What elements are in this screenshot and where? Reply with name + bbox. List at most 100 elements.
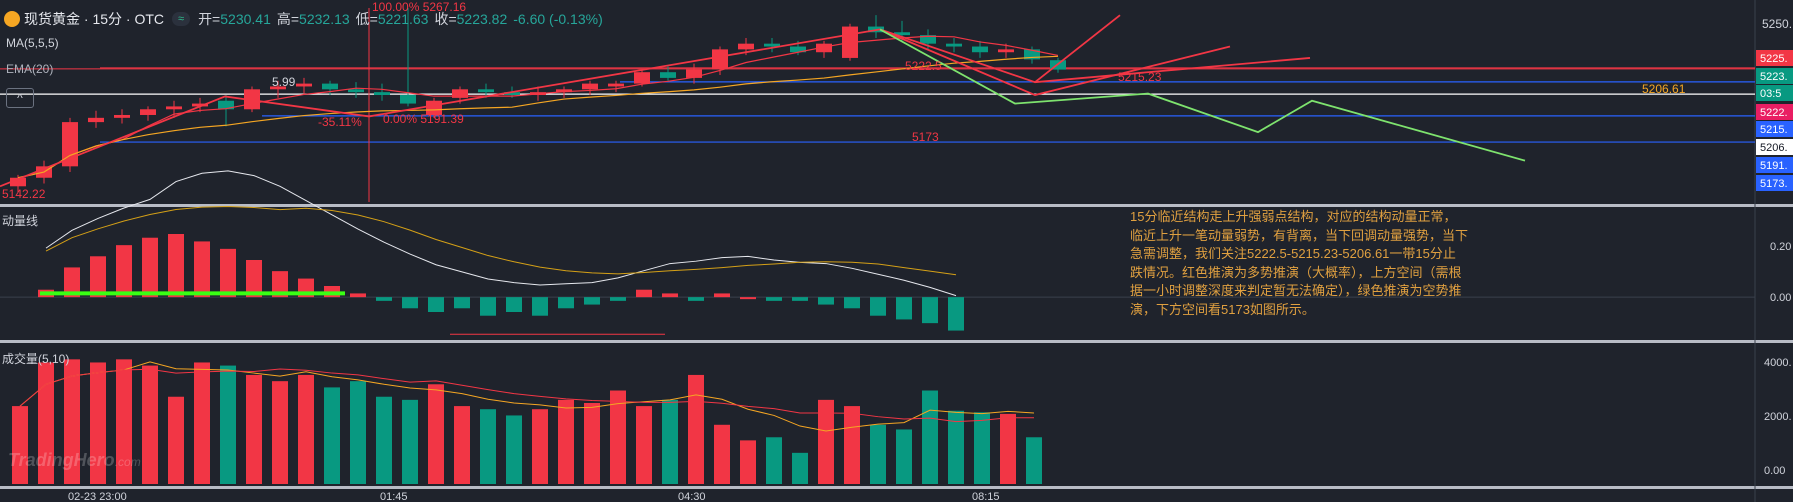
momentum-bar xyxy=(870,297,886,316)
momentum-bar xyxy=(116,245,132,298)
volume-bar xyxy=(740,440,756,484)
volume-bar xyxy=(38,362,54,484)
momentum-bar xyxy=(766,297,782,301)
volume-bar xyxy=(142,365,158,484)
candle-body xyxy=(816,43,832,53)
momentum-bar xyxy=(90,256,106,298)
volume-ma5-line xyxy=(19,361,1035,432)
price-axis-label: 5206. xyxy=(1760,142,1788,154)
change-value: -6.60 (-0.13%) xyxy=(513,11,603,27)
candle-body xyxy=(452,89,468,98)
momentum-bar xyxy=(792,297,808,301)
watermark-text: TradingHero xyxy=(8,450,115,470)
volume-bar xyxy=(454,406,470,484)
volume-bar xyxy=(688,374,704,484)
volume-bar xyxy=(246,374,262,484)
volume-bar xyxy=(532,409,548,484)
fib-left-label: -35.11% xyxy=(318,115,362,129)
momentum-bar xyxy=(246,260,262,298)
price-axis-label-bg xyxy=(1756,121,1793,137)
momentum-bar xyxy=(64,267,80,298)
momentum-bar xyxy=(558,297,574,309)
candle-body xyxy=(556,89,572,93)
candle-body xyxy=(998,49,1014,53)
bull-projection-line-3 xyxy=(1034,14,1121,83)
momentum-axis-tick: 0.20 xyxy=(1770,241,1791,253)
candle-body xyxy=(374,92,390,96)
symbol-title[interactable]: 现货黄金 · 15分 · OTC xyxy=(24,11,165,27)
candle-body xyxy=(634,72,650,84)
momentum-bar xyxy=(740,297,756,300)
candle-body xyxy=(88,117,104,123)
momentum-bar xyxy=(428,297,444,312)
momentum-bar xyxy=(454,297,470,309)
price-axis-label: 5222. xyxy=(1760,107,1788,119)
pane-separator xyxy=(0,204,1793,207)
price-axis-label: 5225. xyxy=(1760,53,1788,65)
candle-body xyxy=(296,83,312,87)
candle-body xyxy=(166,106,182,110)
volume-bar xyxy=(324,387,340,484)
candle-body xyxy=(764,43,780,47)
market-status-pill[interactable]: ≈ xyxy=(172,12,191,26)
fib-bottom-label: 0.00% 5191.39 xyxy=(383,112,464,126)
momentum-indicator-label[interactable]: 动量线 xyxy=(2,214,39,228)
volume-indicator-label[interactable]: 成交量(5,10) xyxy=(2,352,70,366)
momentum-bar xyxy=(142,237,158,298)
candle-body xyxy=(140,109,156,115)
candle-body xyxy=(478,89,494,93)
volume-bar xyxy=(662,399,678,484)
candle-body xyxy=(946,43,962,47)
volume-bar xyxy=(766,437,782,484)
structure-line xyxy=(0,28,881,188)
candle-body xyxy=(920,35,936,44)
candle-body xyxy=(322,83,338,90)
volume-bar xyxy=(636,406,652,484)
price-axis-label-bg xyxy=(1756,85,1793,101)
volume-bar xyxy=(272,381,288,484)
watermark-suffix: .com xyxy=(114,455,141,469)
price-axis-label-bg xyxy=(1756,50,1793,66)
volume-bar xyxy=(116,359,132,484)
volume-bar xyxy=(12,406,28,484)
close-label: 收= xyxy=(434,11,457,27)
candle-body xyxy=(114,114,130,118)
time-axis-label: 08:15 xyxy=(972,491,1000,502)
momentum-bar xyxy=(350,293,366,298)
fib-top-label: 100.00% 5267.16 xyxy=(372,0,466,14)
price-axis-label-bg xyxy=(1756,139,1793,155)
volume-bar xyxy=(90,362,106,484)
open-value: 5230.41 xyxy=(220,11,271,27)
volume-bar xyxy=(350,381,366,484)
low-price-label: 5142.22 xyxy=(2,187,46,201)
mid-price-label: 5.99 xyxy=(272,75,296,89)
volume-bar xyxy=(896,429,912,484)
candle-body xyxy=(400,95,416,104)
high-value: 5232.13 xyxy=(299,11,350,27)
volume-bar xyxy=(610,390,626,484)
candle-body xyxy=(582,83,598,90)
momentum-bar xyxy=(896,297,912,320)
chart-header: 现货黄金 · 15分 · OTC ≈ 开= 5230.41 高= 5232.13… xyxy=(0,8,603,30)
level-label-5222: 5222.5 xyxy=(905,59,942,73)
momentum-bar xyxy=(818,297,834,305)
volume-bar xyxy=(844,406,860,484)
candle-body xyxy=(712,49,728,70)
momentum-bar xyxy=(168,234,184,298)
ema-indicator-label[interactable]: EMA(20) xyxy=(6,62,54,76)
ma-indicator-label[interactable]: MA(5,5,5) xyxy=(6,36,59,50)
watermark: TradingHero.com xyxy=(8,450,141,471)
candle-body xyxy=(270,86,286,90)
volume-bar xyxy=(64,359,80,484)
level-label-5173: 5173 xyxy=(912,130,939,144)
momentum-bar xyxy=(532,297,548,316)
volume-bar xyxy=(818,399,834,484)
price-axis-label: 5173. xyxy=(1760,178,1788,190)
collapse-button[interactable]: ^ xyxy=(6,88,34,108)
gold-logo-icon xyxy=(4,11,20,27)
volume-axis-tick: 2000. xyxy=(1764,411,1792,423)
momentum-bar xyxy=(402,297,418,309)
volume-bar xyxy=(376,396,392,484)
high-label: 高= xyxy=(276,11,300,27)
